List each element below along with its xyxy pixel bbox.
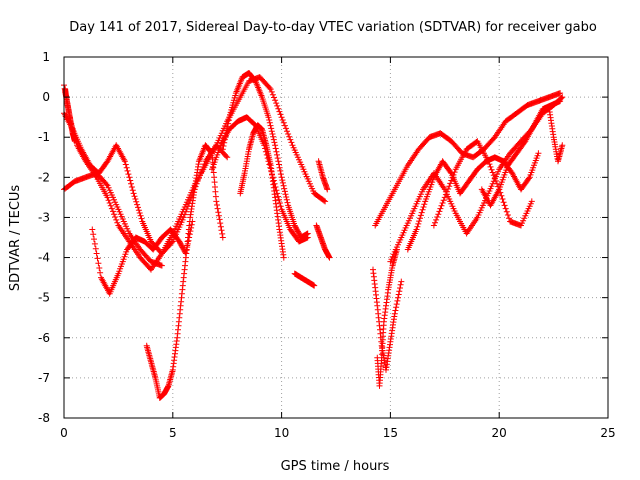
series-sat-j	[313, 222, 333, 261]
series-sat-s	[546, 106, 566, 165]
series-sat-b	[61, 110, 231, 257]
x-tick-label: 15	[383, 426, 398, 440]
data-series-layer	[61, 70, 566, 401]
y-tick-label: -3	[38, 210, 50, 224]
data-point-markers	[478, 98, 564, 209]
y-tick-label: -5	[38, 291, 50, 305]
plot-frame	[63, 56, 609, 419]
x-tick-label: 0	[60, 426, 68, 440]
data-point-markers	[315, 158, 331, 193]
x-tick-label: 20	[492, 426, 507, 440]
series-sat-t	[62, 86, 78, 145]
data-point-markers	[404, 150, 542, 253]
y-tick-label: -6	[38, 331, 50, 345]
y-tick-label: 0	[42, 90, 50, 104]
data-point-markers	[372, 90, 564, 229]
series-sat-n	[372, 90, 564, 229]
series-sat-e	[143, 142, 226, 401]
data-point-markers	[61, 170, 165, 269]
x-tick-label: 10	[274, 426, 289, 440]
series-sat-p	[404, 150, 542, 253]
series-sat-h	[237, 122, 287, 261]
y-tick-label: 1	[42, 50, 50, 64]
data-point-markers	[209, 114, 311, 245]
data-point-markers	[143, 142, 226, 401]
series-sat-c	[61, 170, 165, 269]
y-tick-label: -1	[38, 130, 50, 144]
y-axis-label: SDTVAR / TECUs	[8, 185, 23, 292]
series-sat-k	[315, 158, 331, 193]
data-point-markers	[61, 110, 231, 257]
y-tick-label: -8	[38, 411, 50, 425]
series-sat-r	[478, 98, 564, 209]
y-tick-label: -4	[38, 251, 50, 265]
x-tick-label: 5	[169, 426, 177, 440]
series-sat-f	[219, 70, 311, 241]
data-point-markers	[546, 106, 566, 165]
series-sat-g	[209, 114, 311, 245]
series-sat-i	[291, 270, 318, 289]
data-point-markers	[313, 222, 333, 261]
y-tick-label: -7	[38, 371, 50, 385]
data-point-markers	[237, 122, 287, 261]
x-tick-label: 25	[600, 426, 615, 440]
data-point-markers	[219, 70, 311, 241]
data-point-markers	[62, 86, 78, 145]
grid-lines	[64, 57, 608, 418]
series-sat-l	[370, 266, 405, 373]
chart-title: Day 141 of 2017, Sidereal Day-to-day VTE…	[69, 20, 597, 35]
data-point-markers	[370, 266, 405, 373]
y-tick-label: -2	[38, 170, 50, 184]
data-point-markers	[291, 270, 318, 289]
x-axis-label: GPS time / hours	[281, 459, 390, 474]
